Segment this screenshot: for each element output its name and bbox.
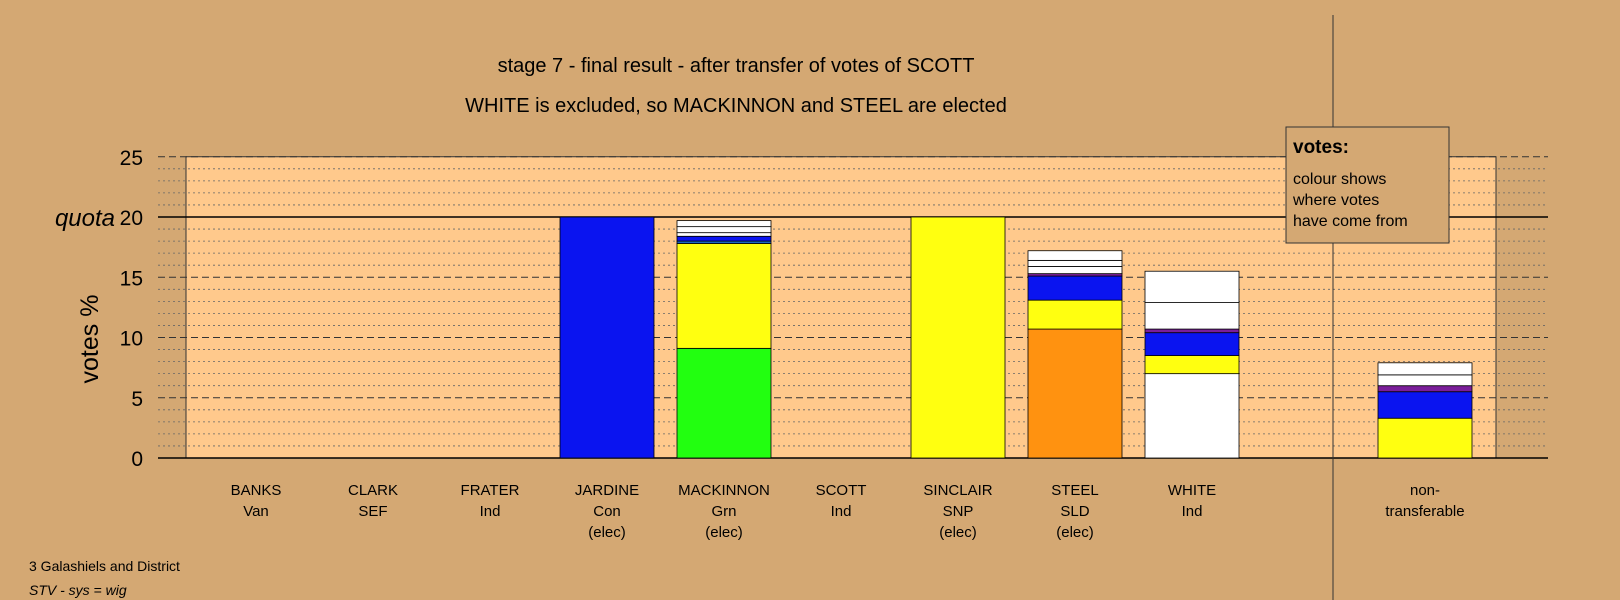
candidate-label: SLD xyxy=(1060,503,1089,520)
bar-segment xyxy=(1144,302,1240,330)
bar-segment xyxy=(1144,328,1240,334)
chart-subtitle: WHITE is excluded, so MACKINNON and STEE… xyxy=(465,95,1007,117)
candidate-labels: BANKS Van CLARK SEF FRATER Ind JARDINE Con (elec… xyxy=(231,482,1465,541)
candidate-label: STEEL xyxy=(1051,482,1099,499)
bar-segment xyxy=(676,243,772,349)
candidate-label: SCOTT xyxy=(816,482,867,499)
footer-constituency: 3 Galashiels and District xyxy=(29,558,180,574)
bar-segment xyxy=(1144,373,1240,459)
plot-area xyxy=(185,156,1497,459)
candidate-label: FRATER xyxy=(461,482,520,499)
candidate-label: Con xyxy=(593,503,621,520)
legend-frame xyxy=(1285,126,1450,244)
bar-segment xyxy=(1027,250,1123,261)
bar-segment xyxy=(1377,385,1473,393)
candidate-label: Van xyxy=(243,503,269,520)
bar-segment xyxy=(676,226,772,234)
bar-segment xyxy=(1144,332,1240,356)
quota-label: quota xyxy=(55,205,115,232)
legend-line: colour shows xyxy=(1293,171,1386,188)
bar-segment xyxy=(910,216,1006,459)
bar-segment xyxy=(676,235,772,242)
y-tick-label: 25 xyxy=(120,147,143,170)
y-axis-label: votes % xyxy=(76,295,104,384)
candidate-label: transferable xyxy=(1385,503,1464,520)
legend-title: votes: xyxy=(1293,137,1349,158)
y-tick-label: 10 xyxy=(120,328,143,351)
candidate-label: JARDINE xyxy=(575,482,639,499)
candidate-label: BANKS xyxy=(231,482,282,499)
legend-box: votes: colour shows where votes have com… xyxy=(1285,126,1450,244)
bar-segment xyxy=(1027,328,1123,459)
candidate-label: WHITE xyxy=(1168,482,1216,499)
candidate-label: CLARK xyxy=(348,482,398,499)
bar-segment xyxy=(1144,355,1240,375)
chart-title: stage 7 - final result - after transfer … xyxy=(498,55,975,77)
candidate-label: SEF xyxy=(358,503,387,520)
candidate-label: (elec) xyxy=(705,524,743,541)
bar-segment xyxy=(1377,362,1473,376)
bar-segment xyxy=(559,216,655,459)
candidate-label: SNP xyxy=(943,503,974,520)
bar-segment xyxy=(1027,299,1123,330)
y-tick-label: 20 xyxy=(120,207,143,230)
candidate-label: (elec) xyxy=(1056,524,1094,541)
bar-segment xyxy=(676,232,772,237)
footer-system: STV - sys = wig xyxy=(29,582,127,598)
candidate-label: Grn xyxy=(711,503,736,520)
bars xyxy=(559,216,1473,459)
y-tick-label: 5 xyxy=(131,388,143,411)
candidate-label: SINCLAIR xyxy=(923,482,992,499)
bar-segment xyxy=(1144,270,1240,303)
candidate-label: MACKINNON xyxy=(678,482,770,499)
y-tick-label: 0 xyxy=(131,448,143,471)
bar-segment xyxy=(1027,259,1123,267)
candidate-label: (elec) xyxy=(939,524,977,541)
bar-segment xyxy=(676,220,772,228)
bar-segment xyxy=(1377,374,1473,387)
candidate-label: (elec) xyxy=(588,524,626,541)
legend-line: have come from xyxy=(1293,213,1408,230)
y-tick-labels: 0 5 10 15 20 25 xyxy=(120,147,143,471)
candidate-label: Ind xyxy=(831,503,852,520)
bar-segment xyxy=(676,347,772,459)
candidate-label: non- xyxy=(1410,482,1440,499)
bar-segment xyxy=(1027,266,1123,275)
bar-segment xyxy=(1377,391,1473,419)
grid-lines xyxy=(158,156,1548,459)
candidate-label: Ind xyxy=(480,503,501,520)
y-tick-label: 15 xyxy=(120,267,143,290)
legend-line: where votes xyxy=(1292,192,1379,209)
bar-segment xyxy=(1027,275,1123,301)
candidate-label: Ind xyxy=(1182,503,1203,520)
bar-segment xyxy=(1377,417,1473,459)
